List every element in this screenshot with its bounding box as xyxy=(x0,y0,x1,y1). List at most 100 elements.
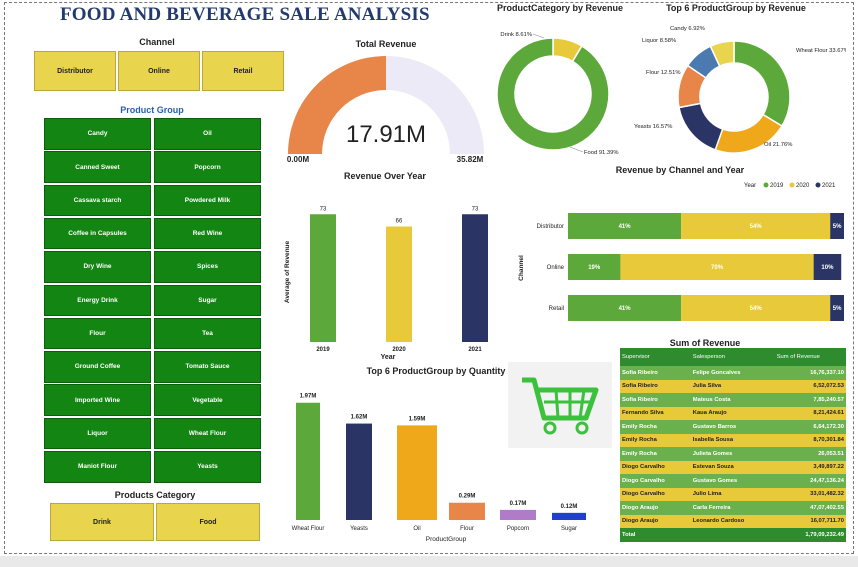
donut-slice-food[interactable] xyxy=(496,37,610,151)
year-bar-2020[interactable] xyxy=(386,226,412,343)
revenue-cell: 24,47,136.24 xyxy=(774,474,846,488)
channel-segment-label: 70% xyxy=(711,265,724,271)
dashboard-title: FOOD AND BEVERAGE SALE ANALYSIS xyxy=(60,4,430,25)
supervisor-cell: Sofia Ribeiro xyxy=(620,379,691,393)
revenue-cell: 8,70,301.84 xyxy=(774,433,846,447)
channel-segment-label: 41% xyxy=(619,224,632,230)
table-row[interactable]: Emily Rocha Julieta Gomes 26,053.51 xyxy=(620,447,846,461)
product-group-item[interactable]: Energy Drink xyxy=(44,284,151,316)
product-group-item[interactable]: Dry Wine xyxy=(44,251,151,283)
supervisor-cell: Diogo Carvalho xyxy=(620,474,691,488)
donut-data-label: Drink 8.61% xyxy=(500,32,532,38)
product-group-item[interactable]: Canned Sweet xyxy=(44,151,151,183)
quantity-bar-wheat-flour[interactable] xyxy=(296,402,320,520)
quantity-bar-yeasts[interactable] xyxy=(346,423,372,520)
channel-axis-tick: Distributor xyxy=(537,224,564,230)
supervisor-cell: Diogo Araujo xyxy=(620,514,691,528)
revenue-cell: 16,76,337.10 xyxy=(774,366,846,380)
table-row[interactable]: Diogo Carvalho Julio Lima 33,01,482.32 xyxy=(620,487,846,501)
quantity-axis-tick: Oil xyxy=(413,526,420,532)
channel-button-online[interactable]: Online xyxy=(118,51,200,91)
year-x-axis-label: Year xyxy=(381,354,396,361)
revenue-cell: 6,52,072.53 xyxy=(774,379,846,393)
table-row[interactable]: Sofia Ribeiro Mateus Costa 7,85,240.57 xyxy=(620,393,846,407)
product-group-item[interactable]: Imported Wine xyxy=(44,384,151,416)
product-group-item[interactable]: Flour xyxy=(44,317,151,350)
product-group-item[interactable]: Coffee in Capsules xyxy=(44,217,151,250)
product-group-item[interactable]: Oil xyxy=(154,118,261,150)
quantity-bar-sugar[interactable] xyxy=(552,512,586,520)
quantity-axis-tick: Yeasts xyxy=(350,526,368,532)
channel-bar-segment[interactable] xyxy=(568,295,682,321)
sum-of-revenue-table: Supervisor Salesperson Sum of Revenue So… xyxy=(620,348,846,542)
product-group-item[interactable]: Yeasts xyxy=(154,451,261,483)
donut-slice-wheat-flour[interactable] xyxy=(733,40,791,128)
table-header-salesperson[interactable]: Salesperson xyxy=(690,348,775,366)
category-button-drink[interactable]: Drink xyxy=(50,503,154,541)
quantity-data-label: 1.62M xyxy=(351,415,368,421)
legend-entry: 2020 xyxy=(796,183,810,189)
donut-slice-yeasts[interactable] xyxy=(678,102,724,151)
channel-bar-segment[interactable] xyxy=(830,213,844,239)
product-group-item[interactable]: Wheat Flour xyxy=(154,417,261,450)
table-row[interactable]: Diogo Araujo Carla Ferreira 47,07,402.55 xyxy=(620,501,846,515)
product-group-item[interactable]: Cassava starch xyxy=(44,184,151,217)
supervisor-cell: Diogo Carvalho xyxy=(620,460,691,474)
total-cell xyxy=(690,528,775,542)
product-group-item[interactable]: Ground Coffee xyxy=(44,351,151,383)
table-header-revenue[interactable]: Sum of Revenue xyxy=(774,348,846,366)
product-group-item[interactable]: Tomato Sauce xyxy=(154,351,261,383)
product-group-item[interactable]: Liquor xyxy=(44,417,151,450)
year-bar-2021[interactable] xyxy=(462,214,488,342)
product-group-item[interactable]: Candy xyxy=(44,118,151,150)
donut-data-label: Food 91.39% xyxy=(584,150,618,156)
salesperson-cell: Julieta Gomes xyxy=(690,447,775,461)
product-group-item[interactable]: Spices xyxy=(154,251,261,283)
salesperson-cell: Kaua Araujo xyxy=(690,406,775,420)
channel-bar-segment[interactable] xyxy=(830,295,844,321)
channel-bar-segment[interactable] xyxy=(568,213,682,239)
table-row[interactable]: Diogo Araujo Leonardo Cardoso 16,07,711.70 xyxy=(620,514,846,528)
channel-button-distributor[interactable]: Distributor xyxy=(34,51,116,91)
category-button-food[interactable]: Food xyxy=(156,503,260,541)
channel-bar-segment[interactable] xyxy=(681,213,831,239)
channel-bar-segment[interactable] xyxy=(681,295,831,321)
table-row[interactable]: Diogo Carvalho Estevan Souza 3,49,897.22 xyxy=(620,460,846,474)
quantity-bar-popcorn[interactable] xyxy=(500,509,536,520)
year-bar-2019[interactable] xyxy=(310,214,336,342)
channel-segment-label: 41% xyxy=(619,306,632,312)
year-axis-tick: 2019 xyxy=(316,347,330,353)
channel-bar-segment[interactable] xyxy=(568,254,621,280)
donut-slice-candy[interactable] xyxy=(709,40,735,68)
product-group-item[interactable]: Tea xyxy=(154,317,261,350)
table-row[interactable]: Fernando Silva Kaua Araujo 8,21,424.61 xyxy=(620,406,846,420)
table-row[interactable]: Diogo Carvalho Gustavo Gomes 24,47,136.24 xyxy=(620,474,846,488)
quantity-by-group-chart: 1.97M Wheat Flour 1.62M Yeasts 1.59M Oil 0.29M… xyxy=(292,394,586,543)
revenue-cell: 16,07,711.70 xyxy=(774,514,846,528)
table-header-supervisor[interactable]: Supervisor xyxy=(620,348,691,366)
donut-data-label: Liquor 8.58% xyxy=(642,38,676,44)
product-group-item[interactable]: Vegetable xyxy=(154,384,261,416)
product-group-item[interactable]: Sugar xyxy=(154,284,261,316)
channel-segment-label: 10% xyxy=(821,265,834,271)
channel-button-retail[interactable]: Retail xyxy=(202,51,284,91)
table-row[interactable]: Emily Rocha Isabella Sousa 8,70,301.84 xyxy=(620,433,846,447)
category-donut-chart: Drink 8.61% Food 91.39% xyxy=(496,32,618,156)
channel-bar-segment[interactable] xyxy=(813,254,842,280)
channel-bar-segment[interactable] xyxy=(620,254,814,280)
product-group-item[interactable]: Red Wine xyxy=(154,217,261,250)
quantity-bar-oil[interactable] xyxy=(397,425,437,520)
product-group-item[interactable]: Maniot Flour xyxy=(44,451,151,483)
table-row[interactable]: Emily Rocha Gustavo Barros 6,64,172.30 xyxy=(620,420,846,434)
channel-chart-title: Revenue by Channel and Year xyxy=(615,165,745,175)
quantity-bar-flour[interactable] xyxy=(449,502,485,520)
channel-axis-tick: Online xyxy=(547,265,565,271)
legend-marker xyxy=(763,182,769,188)
table-row[interactable]: Sofia Ribeiro Felipe Goncalves 16,76,337.1… xyxy=(620,366,846,380)
table-row[interactable]: Sofia Ribeiro Julia Silva 6,52,072.53 xyxy=(620,379,846,393)
product-group-item[interactable]: Powdered Milk xyxy=(154,184,261,217)
product-group-item[interactable]: Popcorn xyxy=(154,151,261,183)
quantity-axis-tick: Popcorn xyxy=(507,526,529,532)
year-axis-tick: 2021 xyxy=(468,347,482,353)
channel-segment-label: 54% xyxy=(750,224,763,230)
